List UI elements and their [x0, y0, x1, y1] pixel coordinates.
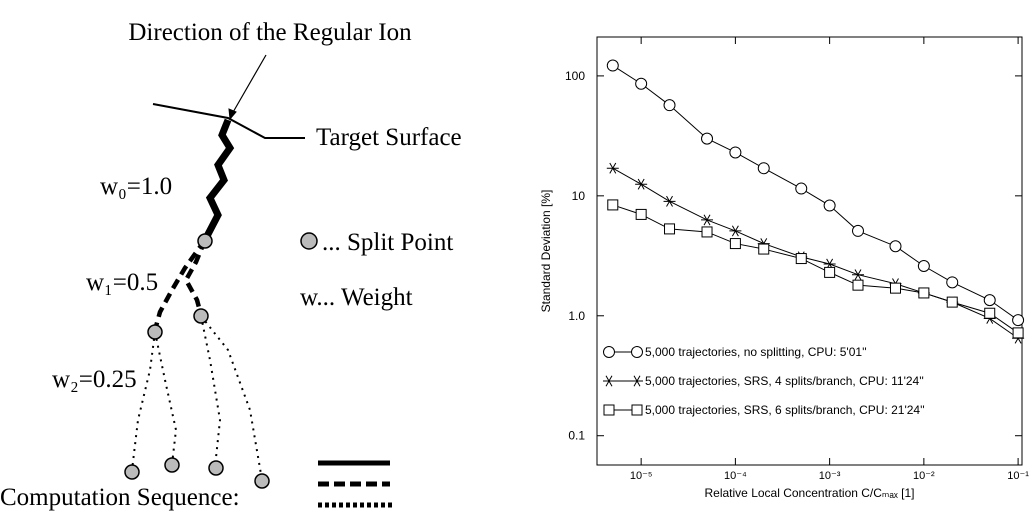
marker	[795, 182, 808, 195]
split-point	[254, 473, 270, 489]
marker	[889, 240, 902, 253]
x-tick-label: 10⁻³	[819, 470, 841, 482]
marker	[603, 404, 615, 416]
y-tick-label: 10	[572, 189, 586, 203]
legend-label: 5,000 trajectories, SRS, 4 splits/branch…	[645, 374, 924, 388]
marker	[631, 404, 643, 416]
marker	[603, 346, 615, 358]
marker	[983, 294, 996, 307]
marker	[701, 132, 714, 145]
legend-label: 5,000 trajectories, SRS, 6 splits/branch…	[645, 403, 925, 417]
marker	[603, 375, 615, 387]
dashed-path	[183, 239, 208, 316]
diagram	[124, 54, 394, 508]
x-tick-label: 10⁻⁵	[630, 470, 653, 482]
y-tick-label: 100	[565, 69, 585, 83]
marker	[663, 99, 676, 112]
marker	[758, 243, 770, 255]
y-tick-label: 1.0	[568, 309, 585, 323]
dotted-path	[200, 315, 222, 468]
marker	[1012, 327, 1024, 339]
legend-label: 5,000 trajectories, no splitting, CPU: 5…	[645, 345, 867, 359]
marker	[635, 208, 647, 220]
surface-label: Target Surface	[316, 124, 462, 151]
legend-split-point	[300, 232, 318, 250]
marker	[823, 199, 836, 212]
arrow-head	[228, 108, 237, 121]
split-point	[208, 460, 224, 476]
y-tick-label: 0.1	[568, 429, 585, 443]
marker	[631, 346, 643, 358]
marker	[729, 225, 742, 237]
diagram-text: Direction of the Regular Ion Target Surf…	[0, 19, 462, 511]
x-tick-label: 10⁻¹	[1007, 470, 1029, 482]
weight-label: w₁=0.5	[86, 269, 158, 296]
marker	[795, 253, 807, 265]
marker	[635, 178, 648, 190]
ion-label: Direction of the Regular Ion	[128, 19, 412, 46]
marker	[984, 307, 996, 319]
weight-label: w₀=1.0	[100, 173, 172, 200]
split-point-label: ... Split Point	[322, 229, 453, 256]
split-point	[124, 464, 140, 480]
marker	[757, 162, 770, 175]
marker	[918, 287, 930, 299]
marker	[729, 238, 741, 250]
marker	[631, 375, 643, 387]
marker	[607, 199, 619, 211]
marker	[663, 195, 676, 207]
plot-frame	[596, 36, 1023, 466]
y-axis-label: Standard Deviation [%]	[539, 190, 553, 313]
marker	[606, 59, 619, 72]
sequence-label: Computation Sequence:	[0, 484, 240, 511]
split-point	[164, 457, 180, 473]
dotted-path	[154, 331, 178, 465]
marker	[1012, 314, 1025, 327]
marker	[606, 162, 619, 174]
x-axis-label: Relative Local Concentration C/Cₘₐₓ [1]	[705, 486, 915, 500]
x-tick-label: 10⁻²	[913, 470, 935, 482]
marker	[946, 276, 959, 289]
solid-path	[201, 118, 235, 242]
marker	[635, 77, 648, 90]
dotted-path	[131, 331, 156, 471]
split-point	[197, 233, 213, 249]
marker	[946, 296, 958, 308]
series-line	[612, 167, 1019, 339]
marker	[729, 146, 742, 159]
marker	[852, 279, 864, 291]
marker	[823, 258, 836, 270]
split-point	[193, 308, 209, 324]
chart: 0.1 1.0 10 100 10⁻⁵ 10⁻⁴ 10⁻³ 10⁻² 10⁻¹ Relative …	[539, 36, 1029, 500]
marker	[701, 214, 714, 226]
marker	[664, 223, 676, 235]
marker	[851, 269, 864, 281]
marker	[917, 260, 930, 273]
marker	[824, 266, 836, 278]
marker	[851, 224, 864, 237]
marker	[701, 226, 713, 238]
target-surface	[152, 103, 305, 139]
dashed-path	[152, 238, 207, 331]
marker	[889, 282, 901, 294]
dotted-path	[200, 315, 263, 481]
weight-label: w₂=0.25	[52, 366, 137, 393]
ion-arrow	[231, 54, 267, 115]
x-tick-label: 10⁻⁴	[724, 470, 747, 482]
weight-legend-label: w... Weight	[300, 284, 413, 311]
split-point	[147, 324, 163, 340]
